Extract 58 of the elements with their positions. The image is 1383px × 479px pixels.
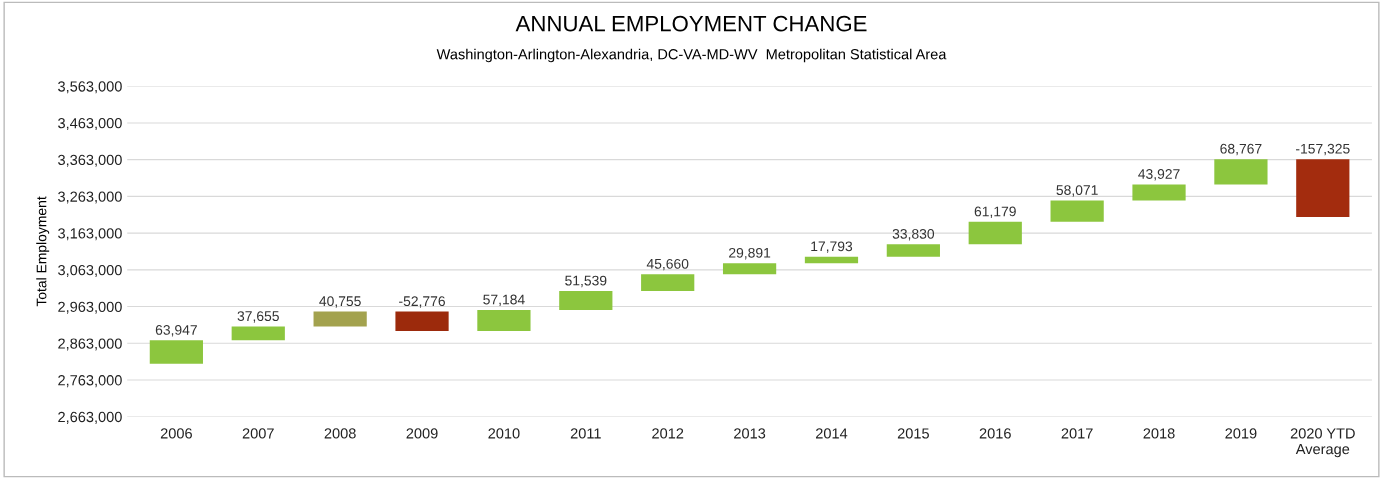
y-tick-label: 3,563,000 — [58, 81, 122, 94]
x-tick-label: 2007 — [242, 428, 274, 439]
y-tick-label: 3,363,000 — [58, 154, 122, 167]
x-tick-label: 2006 — [160, 428, 192, 439]
x-tick-label: 2015 — [897, 428, 929, 439]
y-tick-label: 3,463,000 — [58, 118, 122, 131]
bar — [477, 309, 531, 331]
data-label: 40,755 — [319, 296, 361, 308]
y-tick-label: 3,063,000 — [58, 264, 122, 277]
data-label: 37,655 — [237, 311, 279, 323]
y-tick-label: 3,163,000 — [58, 228, 122, 241]
bar — [313, 311, 367, 327]
data-label: -52,776 — [399, 296, 445, 308]
y-tick-label: 2,663,000 — [58, 411, 122, 424]
data-label: 61,179 — [974, 206, 1016, 218]
x-tick-label: 2009 — [406, 428, 438, 439]
bar — [559, 291, 613, 310]
y-tick-label: 3,263,000 — [58, 191, 122, 204]
bar — [968, 221, 1022, 245]
x-tick-label: 2013 — [734, 428, 766, 439]
bar — [1214, 159, 1268, 185]
x-tick-label: 2020 YTD Average — [1290, 428, 1355, 458]
bar — [722, 263, 777, 275]
chart-title: ANNUAL EMPLOYMENT CHANGE — [515, 15, 867, 32]
data-label: 45,660 — [646, 258, 689, 271]
data-label: 33,830 — [892, 228, 935, 241]
x-tick-label: 2011 — [570, 428, 601, 439]
data-label: 17,793 — [811, 241, 853, 253]
bar — [149, 340, 203, 364]
bar — [395, 311, 449, 331]
data-label: 43,927 — [1138, 169, 1180, 181]
x-tick-label: 2008 — [324, 428, 356, 439]
bar — [1132, 184, 1186, 201]
y-axis-title: Total Employment — [36, 196, 50, 307]
data-label: 57,184 — [483, 294, 525, 307]
x-tick-label: 2012 — [652, 428, 684, 439]
bar — [641, 274, 695, 292]
bar — [1050, 200, 1104, 222]
chart-subtitle: Washington-Arlington-Alexandria, DC-VA-MD-WV Metropolitan Statistical Area — [436, 48, 947, 63]
data-label: 51,539 — [565, 275, 607, 288]
data-label: 58,071 — [1056, 185, 1098, 197]
x-tick-label: 2010 — [488, 428, 520, 439]
bar — [1296, 159, 1350, 217]
x-tick-label: 2017 — [1061, 428, 1093, 439]
x-tick-label: 2016 — [979, 428, 1011, 439]
x-tick-label: 2018 — [1143, 428, 1175, 439]
y-tick-label: 2,863,000 — [58, 338, 122, 351]
data-label: 29,891 — [729, 247, 771, 260]
x-tick-label: 2014 — [815, 428, 848, 439]
x-tick-label: 2019 — [1225, 428, 1257, 439]
bar — [804, 256, 859, 264]
data-label: 68,767 — [1220, 143, 1262, 156]
bar — [886, 244, 940, 257]
y-tick-label: 2,963,000 — [58, 301, 122, 314]
data-label: 63,947 — [155, 325, 197, 337]
data-label: -157,325 — [1296, 143, 1350, 156]
y-tick-label: 2,763,000 — [58, 375, 122, 388]
bar — [231, 326, 285, 341]
